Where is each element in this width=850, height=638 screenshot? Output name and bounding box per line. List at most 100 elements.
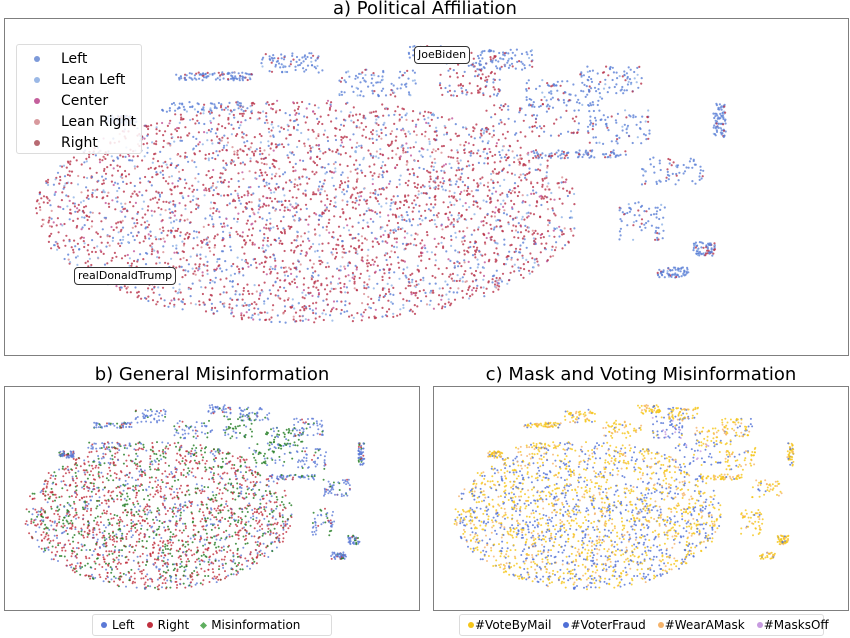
data-point-left bbox=[454, 249, 457, 252]
data-point-right bbox=[461, 289, 464, 293]
data-point-left bbox=[491, 192, 494, 195]
data-point-right bbox=[453, 298, 457, 301]
data-point-left bbox=[247, 73, 250, 76]
data-point-right bbox=[486, 156, 490, 159]
data-point-left bbox=[305, 176, 308, 179]
data-point-lean-left bbox=[116, 189, 119, 193]
data-point-left bbox=[340, 123, 343, 126]
data-point-left bbox=[295, 239, 298, 242]
data-point-center bbox=[433, 237, 436, 240]
data-point-left bbox=[279, 66, 282, 69]
data-point-left bbox=[632, 114, 635, 117]
data-point-right bbox=[485, 222, 488, 225]
data-point-right bbox=[85, 214, 88, 217]
data-point-left bbox=[242, 132, 245, 135]
data-point-right bbox=[149, 244, 152, 247]
data-point-right bbox=[191, 184, 194, 187]
data-point-left bbox=[231, 71, 234, 74]
data-point-lean-left bbox=[513, 263, 516, 266]
data-point-right bbox=[394, 110, 397, 113]
data-point-right bbox=[410, 291, 413, 294]
data-point-lean-left bbox=[401, 227, 404, 230]
data-point-lean-right bbox=[271, 308, 274, 312]
data-point-right bbox=[492, 57, 495, 60]
data-point-right bbox=[356, 312, 359, 315]
data-point-right bbox=[65, 166, 68, 169]
data-point-right bbox=[115, 255, 118, 258]
data-point-left bbox=[486, 212, 489, 216]
data-point-right bbox=[338, 128, 341, 131]
data-point-right bbox=[192, 188, 195, 191]
data-point-right bbox=[394, 139, 397, 142]
data-point-left bbox=[161, 108, 164, 112]
data-point-lean-left bbox=[286, 206, 289, 209]
data-point-right bbox=[470, 92, 473, 95]
data-point-left bbox=[650, 213, 653, 216]
data-point-center bbox=[253, 243, 256, 246]
data-point-right bbox=[210, 139, 213, 142]
data-point-right bbox=[369, 196, 372, 199]
data-point-lean-left bbox=[555, 227, 559, 230]
data-point-left bbox=[133, 238, 136, 242]
data-point-right bbox=[351, 271, 354, 275]
data-point-left bbox=[532, 189, 535, 192]
data-point-center bbox=[99, 249, 102, 252]
data-point-right bbox=[503, 123, 506, 126]
data-point-right bbox=[83, 245, 86, 249]
data-point-right bbox=[221, 125, 224, 128]
data-point-right bbox=[518, 176, 521, 179]
data-point-center bbox=[311, 294, 314, 297]
data-point-right bbox=[393, 251, 396, 254]
data-point-right bbox=[69, 208, 72, 211]
data-point-left bbox=[658, 276, 661, 279]
data-point-right bbox=[361, 71, 364, 74]
data-point-lean-left bbox=[409, 94, 412, 97]
data-point-lean-left bbox=[632, 238, 635, 241]
data-point-left bbox=[280, 57, 283, 60]
data-point-right bbox=[346, 164, 349, 168]
data-point-right bbox=[571, 117, 575, 120]
data-point-right bbox=[103, 167, 106, 171]
data-point-left bbox=[423, 118, 426, 121]
data-point-lean-right bbox=[275, 172, 278, 175]
data-point-right bbox=[409, 308, 412, 311]
data-point-right bbox=[147, 295, 150, 298]
data-point-right bbox=[524, 135, 527, 138]
data-point-left bbox=[303, 70, 306, 73]
data-point-left bbox=[479, 53, 482, 57]
data-point-left bbox=[683, 274, 686, 277]
data-point-left bbox=[583, 83, 586, 86]
data-point-lean-left bbox=[483, 129, 486, 132]
data-point-left bbox=[405, 211, 408, 214]
data-point-left bbox=[233, 116, 236, 119]
data-point-lean-left bbox=[402, 306, 405, 309]
data-point-left bbox=[663, 206, 666, 209]
data-point-right bbox=[193, 152, 196, 155]
data-point-right bbox=[388, 256, 392, 259]
data-point-right bbox=[126, 291, 129, 294]
data-point-left bbox=[147, 299, 150, 303]
data-point-right bbox=[204, 187, 207, 190]
data-point-lean-left bbox=[434, 161, 437, 164]
data-point-right bbox=[339, 215, 342, 218]
data-point-lean-left bbox=[342, 226, 345, 229]
data-point-lean-right bbox=[249, 146, 252, 149]
data-point-center bbox=[253, 213, 256, 216]
data-point-center bbox=[471, 289, 474, 292]
data-point-center bbox=[257, 208, 261, 211]
data-point-lean-left bbox=[225, 144, 228, 147]
data-point-right bbox=[357, 239, 360, 242]
data-point-lean-left bbox=[72, 196, 75, 199]
data-point-right bbox=[353, 163, 356, 166]
data-point-left bbox=[319, 191, 322, 194]
data-point-left bbox=[198, 77, 201, 80]
data-point-left bbox=[412, 54, 415, 57]
data-point-right bbox=[539, 153, 542, 156]
data-point-left bbox=[223, 134, 226, 137]
data-point-lean-left bbox=[229, 274, 232, 277]
data-point-right bbox=[349, 155, 352, 158]
data-point-right bbox=[230, 159, 233, 162]
data-point-left bbox=[245, 72, 248, 75]
data-point-right bbox=[38, 206, 42, 209]
data-point-right bbox=[404, 194, 407, 197]
